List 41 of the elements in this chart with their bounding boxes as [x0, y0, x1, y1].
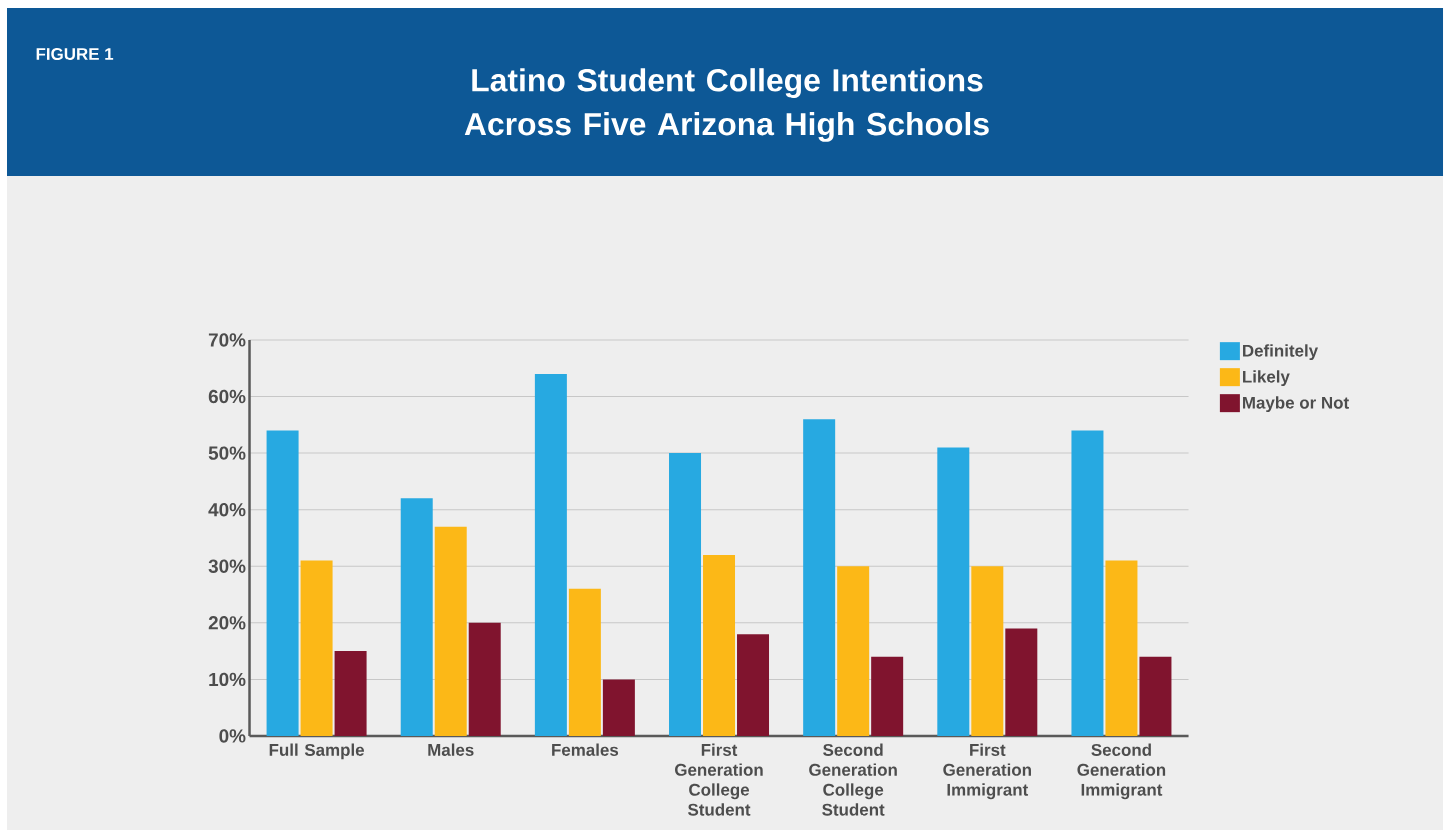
bar — [266, 430, 299, 736]
bar — [1071, 430, 1104, 736]
bar — [400, 498, 433, 736]
bar — [737, 634, 770, 736]
bar — [1105, 560, 1138, 736]
bar — [669, 453, 702, 736]
x-tick-label: First Generation College Student — [675, 743, 763, 816]
y-tick-label: 40% — [208, 502, 246, 517]
x-tick-label: Males — [428, 743, 474, 756]
caption: FIGURE 1 — [36, 47, 114, 60]
y-tick-label: 20% — [208, 616, 246, 630]
bar — [568, 588, 601, 736]
bar — [871, 656, 904, 736]
bar — [803, 419, 836, 736]
x-tick-label: Full Sample — [269, 743, 365, 760]
bar — [837, 566, 870, 736]
bar — [1005, 628, 1038, 736]
bar — [602, 679, 635, 736]
x-tick-label: Second Generation Immigrant — [1077, 743, 1166, 800]
legend-label: Maybe or Not — [1243, 396, 1349, 413]
bar — [1139, 656, 1172, 736]
bar — [971, 566, 1004, 736]
y-tick-label: 70% — [208, 333, 246, 347]
y-tick-label: 10% — [209, 672, 246, 687]
bar — [334, 651, 367, 736]
bar — [534, 373, 567, 736]
bar — [468, 622, 501, 736]
y-tick-label: 60% — [208, 389, 246, 404]
bar — [300, 560, 333, 736]
bar — [434, 526, 467, 736]
bar — [703, 554, 736, 736]
x-tick-label: Second Generation College Student — [809, 743, 897, 816]
x-tick-label: Females — [552, 743, 619, 756]
bar — [937, 447, 970, 736]
y-tick-label: 0% — [219, 729, 246, 743]
x-tick-label: First Generation Immigrant — [943, 743, 1031, 800]
y-tick-label: 30% — [208, 559, 246, 573]
y-tick-label: 50% — [208, 446, 246, 460]
legend-label: Likely — [1243, 370, 1290, 387]
legend-label: Definitely — [1243, 344, 1319, 361]
chart-title: Latino Student College Intentions Across Five Arizona High Schools — [464, 68, 989, 142]
